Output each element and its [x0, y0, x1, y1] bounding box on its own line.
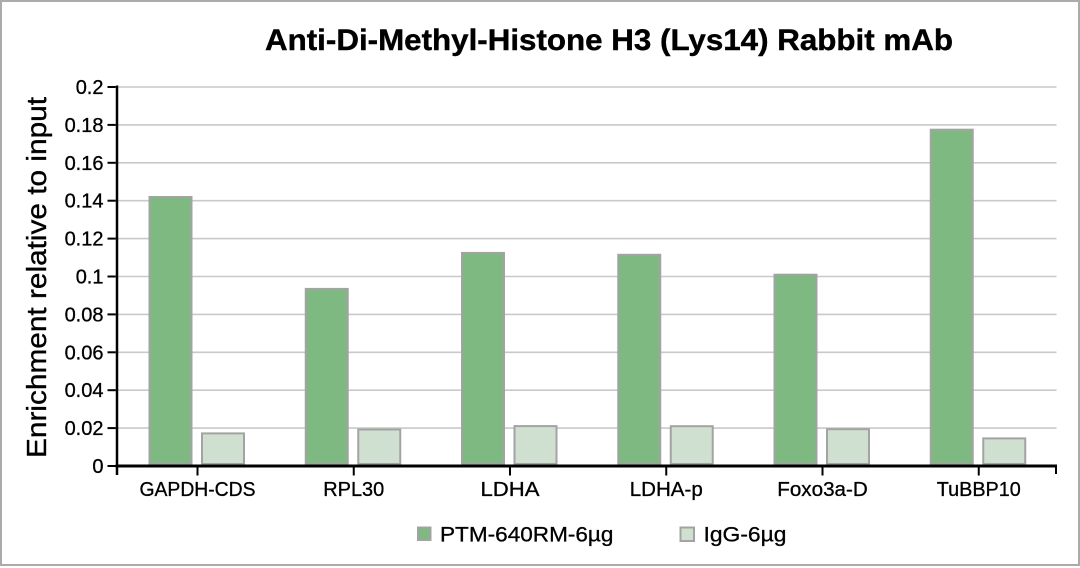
svg-text:0.02: 0.02 [65, 418, 104, 440]
svg-text:PTM-640RM-6µg: PTM-640RM-6µg [440, 523, 614, 547]
svg-text:TuBBP10: TuBBP10 [937, 479, 1021, 501]
svg-text:0.2: 0.2 [76, 77, 104, 99]
svg-text:RPL30: RPL30 [323, 479, 384, 501]
svg-text:IgG-6µg: IgG-6µg [704, 523, 787, 547]
svg-text:LDHA: LDHA [481, 479, 541, 501]
svg-text:0: 0 [92, 456, 103, 478]
svg-text:0.06: 0.06 [65, 342, 104, 364]
svg-text:0.14: 0.14 [65, 191, 104, 213]
svg-text:Foxo3a-D: Foxo3a-D [777, 479, 868, 501]
svg-text:0.1: 0.1 [76, 267, 104, 289]
svg-text:0.04: 0.04 [65, 380, 104, 402]
svg-text:0.12: 0.12 [65, 229, 104, 251]
svg-text:GAPDH-CDS: GAPDH-CDS [140, 479, 256, 501]
svg-text:Enrichment relative to input: Enrichment relative to input [21, 97, 52, 458]
svg-text:LDHA-p: LDHA-p [630, 479, 703, 501]
svg-text:0.18: 0.18 [65, 115, 104, 137]
svg-text:0.16: 0.16 [65, 153, 104, 175]
svg-text:0.08: 0.08 [65, 304, 104, 326]
svg-text:Anti-Di-Methyl-Histone H3 (Lys: Anti-Di-Methyl-Histone H3 (Lys14) Rabbit… [265, 24, 953, 57]
